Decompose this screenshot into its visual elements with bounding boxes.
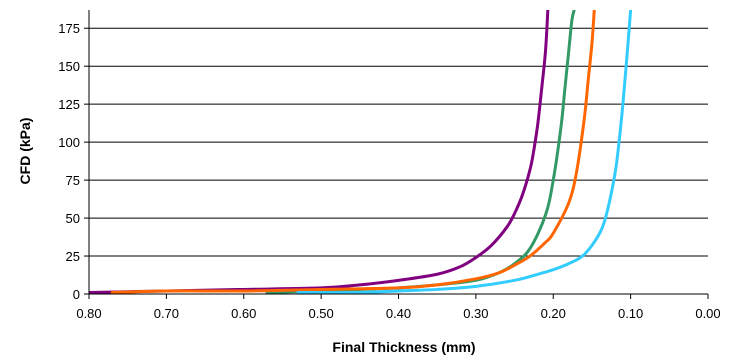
x-tick-label: 0.80: [76, 306, 101, 321]
y-tick-label: 75: [66, 173, 80, 188]
y-tick-labels: 0 25 50 75 100 125 150 175: [58, 21, 80, 302]
y-tick-label: 175: [58, 21, 80, 36]
x-tick-label: 0.20: [541, 306, 566, 321]
series-line-1: [89, 10, 550, 294]
y-tick-label: 150: [58, 59, 80, 74]
x-tick-label: 0.50: [308, 306, 333, 321]
series-line-3: [110, 10, 596, 294]
x-tick-label: 0.10: [618, 306, 643, 321]
series-line-4: [296, 10, 633, 294]
x-tick-label: 0.60: [231, 306, 256, 321]
y-axis-label: CFD (kPa): [17, 118, 33, 185]
x-axis-label: Final Thickness (mm): [332, 339, 475, 355]
gridlines: [89, 27, 708, 257]
y-tick-label: 0: [73, 287, 80, 302]
y-tick-label: 100: [58, 135, 80, 150]
axes: [84, 10, 709, 299]
y-tick-label: 125: [58, 97, 80, 112]
x-tick-label: 0.00: [695, 306, 720, 321]
y-tick-label: 50: [66, 211, 80, 226]
series-line-2: [265, 10, 576, 294]
series-lines: [89, 10, 633, 294]
x-tick-label: 0.30: [463, 306, 488, 321]
y-tick-label: 25: [66, 249, 80, 264]
x-tick-label: 0.40: [386, 306, 411, 321]
x-tick-labels: 0.80 0.70 0.60 0.50 0.40 0.30 0.20 0.10 0.00: [76, 306, 720, 321]
x-tick-label: 0.70: [154, 306, 179, 321]
